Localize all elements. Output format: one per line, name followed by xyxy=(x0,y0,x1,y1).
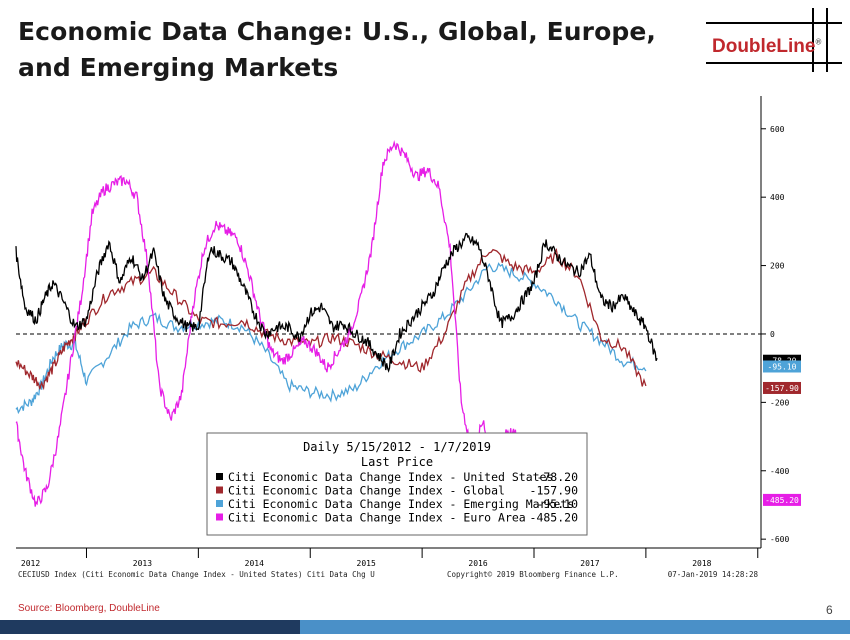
legend-swatch xyxy=(216,500,223,507)
series-line xyxy=(15,140,551,507)
x-tick-label: 2016 xyxy=(468,559,487,568)
logo-frame-vertical-2 xyxy=(826,8,828,72)
y-tick-label: -600 xyxy=(770,535,789,544)
footer-bar-light xyxy=(300,620,850,634)
y-tick-label: 0 xyxy=(770,330,775,339)
legend-swatch xyxy=(216,473,223,480)
series-line xyxy=(15,232,658,373)
chart-footer-center: Copyright© 2019 Bloomberg Finance L.P. xyxy=(447,570,619,579)
logo-frame-horizontal-1 xyxy=(706,22,842,24)
logo-frame-horizontal-2 xyxy=(706,62,842,64)
doubleline-logo: DoubleLine® xyxy=(712,36,822,57)
x-tick-label: 2018 xyxy=(692,559,711,568)
legend-box: Daily 5/15/2012 - 1/7/2019 Last Price Ci… xyxy=(206,432,588,536)
legend-swatch xyxy=(216,513,223,521)
last-price-label: -95.10 xyxy=(768,362,797,371)
y-tick-label: 200 xyxy=(770,262,785,271)
x-tick-label: 2015 xyxy=(357,559,376,568)
chart-footer-right: 07-Jan-2019 14:28:28 xyxy=(668,570,759,579)
legend-frame xyxy=(206,432,588,536)
y-tick-label: 600 xyxy=(770,125,785,134)
x-tick-label: 2017 xyxy=(580,559,599,568)
legend-series-name: Citi Economic Data Change Index - Euro A… xyxy=(228,511,526,525)
legend-series-value: -485.20 xyxy=(530,511,579,525)
y-tick-label: -200 xyxy=(770,398,789,407)
x-tick-label: 2014 xyxy=(245,559,264,568)
legend-series-value: -95.10 xyxy=(536,497,578,511)
footer-bar-dark xyxy=(0,620,300,634)
footer-bar xyxy=(0,620,850,634)
legend-header: Daily 5/15/2012 - 1/7/2019 xyxy=(303,440,491,454)
legend-series-name: Citi Economic Data Change Index - Emergi… xyxy=(228,497,574,511)
y-tick-label: -400 xyxy=(770,467,789,476)
source-note: Source: Bloomberg, DoubleLine xyxy=(18,603,160,614)
legend-series-value: -78.20 xyxy=(536,470,578,484)
legend-series-name: Citi Economic Data Change Index - United… xyxy=(228,470,553,484)
chart-footer-left: CECIUSD Index (Citi Economic Data Change… xyxy=(18,570,375,579)
last-price-badge xyxy=(763,493,801,506)
economic-data-chart: -600 -400 -200 0 200 400 600 2012 2013 2014 2015 2… xyxy=(15,96,801,579)
last-price-label: -485.20 xyxy=(765,496,799,505)
page-number: 6 xyxy=(826,603,833,617)
x-tick-label: 2012 xyxy=(21,559,40,568)
series-line xyxy=(15,262,647,415)
legend-series-name: Citi Economic Data Change Index - Global xyxy=(228,484,505,498)
legend-subheader: Last Price xyxy=(361,455,433,469)
page-title: Economic Data Change: U.S., Global, Euro… xyxy=(18,17,657,82)
last-price-badge xyxy=(763,360,801,373)
x-tick-label: 2013 xyxy=(133,559,152,568)
legend-swatch xyxy=(216,486,223,494)
last-price-label: -157.90 xyxy=(765,384,799,393)
legend-series-value: -157.90 xyxy=(530,484,579,498)
last-price-badge xyxy=(763,381,801,394)
y-tick-label: 400 xyxy=(770,193,785,202)
logo-frame-vertical-1 xyxy=(812,8,814,72)
